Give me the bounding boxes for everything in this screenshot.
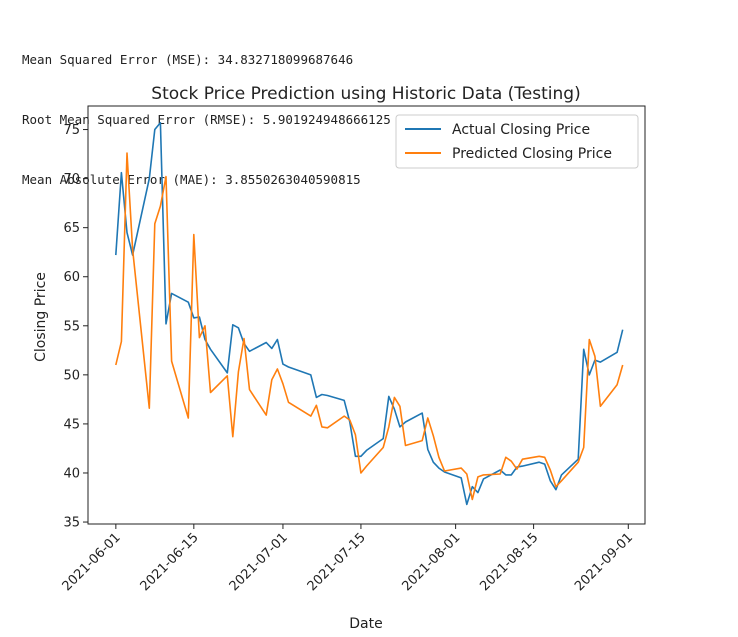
y-axis-ticks: 35 40 45 50 55 60 65 70 75 (63, 123, 88, 531)
mae-line: Mean Absolute Error (MAE): 3.85502630405… (22, 172, 361, 187)
x-tick-label: 2021-07-01 (227, 530, 291, 594)
mse-line: Mean Squared Error (MSE): 34.83271809968… (22, 52, 354, 67)
rmse-line: Root Mean Squared Error (RMSE): 5.901924… (22, 112, 391, 127)
y-tick-label: 55 (63, 319, 80, 334)
y-tick-label: 75 (63, 123, 80, 138)
x-tick-label: 2021-08-01 (399, 530, 463, 594)
chart-title: Stock Price Prediction using Historic Da… (151, 84, 580, 104)
legend: Actual Closing Price Predicted Closing P… (395, 114, 639, 169)
y-tick-label: 65 (63, 221, 80, 236)
y-tick-label: 50 (63, 368, 80, 383)
x-axis-title: Date (349, 616, 382, 632)
plot-frame (87, 105, 646, 525)
legend-actual-label: Actual Closing Price (452, 122, 590, 138)
y-tick-label: 60 (63, 270, 80, 285)
x-tick-label: 2021-06-01 (60, 530, 124, 594)
legend-predicted-label: Predicted Closing Price (452, 146, 612, 162)
x-tick-label: 2021-07-15 (305, 530, 369, 594)
y-tick-label: 40 (63, 466, 80, 481)
x-axis-ticks: 2021-06-01 2021-06-15 2021-07-01 2021-07-15… (60, 524, 636, 594)
x-tick-label: 2021-06-15 (138, 530, 202, 594)
y-tick-label: 35 (63, 516, 80, 531)
y-tick-label: 70 (63, 172, 80, 187)
y-tick-label: 45 (63, 417, 80, 432)
predicted-price-line (115, 152, 624, 501)
metrics-output: Mean Squared Error (MSE): 34.83271809968… (22, 10, 391, 210)
x-tick-label: 2021-08-15 (477, 530, 541, 594)
y-axis-title: Closing Price (33, 272, 49, 362)
legend-box (395, 114, 639, 169)
x-tick-label: 2021-09-01 (572, 530, 636, 594)
series-layer (115, 121, 624, 506)
